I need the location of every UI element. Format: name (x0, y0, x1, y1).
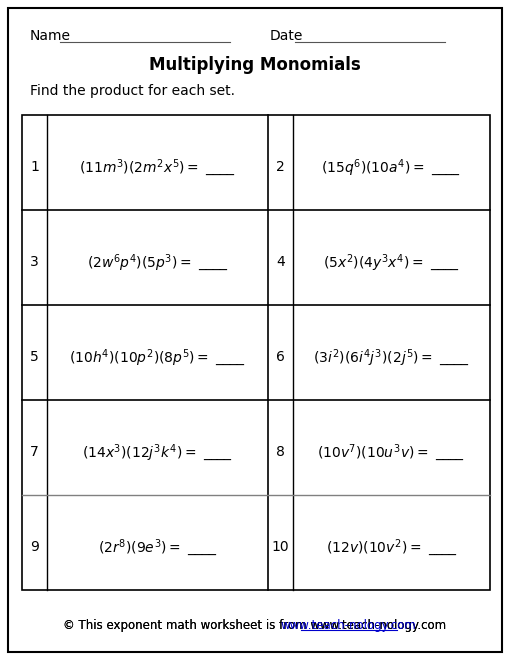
Text: $(2r^8)(9e^3) = $ ____: $(2r^8)(9e^3) = $ ____ (98, 537, 217, 558)
Text: 6: 6 (275, 350, 285, 364)
Text: 7: 7 (30, 446, 39, 459)
Text: www.teach-nology.com: www.teach-nology.com (280, 618, 416, 632)
Text: 8: 8 (275, 446, 285, 459)
Text: Date: Date (269, 29, 303, 43)
Text: 1: 1 (30, 160, 39, 174)
FancyBboxPatch shape (8, 8, 501, 652)
Text: Name: Name (30, 29, 71, 43)
Text: Multiplying Monomials: Multiplying Monomials (149, 56, 360, 74)
Text: $(3i^2)(6i^4j^3)(2j^5) = $ ____: $(3i^2)(6i^4j^3)(2j^5) = $ ____ (313, 346, 469, 368)
Text: 4: 4 (275, 255, 285, 269)
Text: $(2w^6p^4)(5p^3) = $ ____: $(2w^6p^4)(5p^3) = $ ____ (87, 252, 228, 273)
Text: $(5x^2)(4y^3x^4) = $ ____: $(5x^2)(4y^3x^4) = $ ____ (322, 252, 459, 273)
Text: © This exponent math worksheet is from www.teach-nology.com: © This exponent math worksheet is from w… (63, 618, 446, 632)
Text: 5: 5 (30, 350, 39, 364)
Text: 10: 10 (271, 541, 289, 554)
Text: 9: 9 (30, 541, 39, 554)
Text: 3: 3 (30, 255, 39, 269)
Bar (22, 115, 489, 590)
Text: $(12v)(10v^2) = $ ____: $(12v)(10v^2) = $ ____ (325, 537, 457, 558)
Text: $(10v^7)(10u^3v) = $ ____: $(10v^7)(10u^3v) = $ ____ (317, 442, 465, 463)
Text: $(11m^3)(2m^2x^5) = $ ____: $(11m^3)(2m^2x^5) = $ ____ (79, 157, 235, 178)
Text: © This exponent math worksheet is from www.teach-nology.com: © This exponent math worksheet is from w… (63, 618, 446, 632)
Text: $(14x^3)(12j^3k^4) = $ ____: $(14x^3)(12j^3k^4) = $ ____ (82, 442, 233, 463)
Text: $(10h^4)(10p^2)(8p^5) = $ ____: $(10h^4)(10p^2)(8p^5) = $ ____ (69, 346, 245, 368)
Text: 2: 2 (275, 160, 285, 174)
Text: Find the product for each set.: Find the product for each set. (30, 84, 235, 98)
Text: $(15q^6)(10a^4) = $ ____: $(15q^6)(10a^4) = $ ____ (321, 157, 461, 178)
